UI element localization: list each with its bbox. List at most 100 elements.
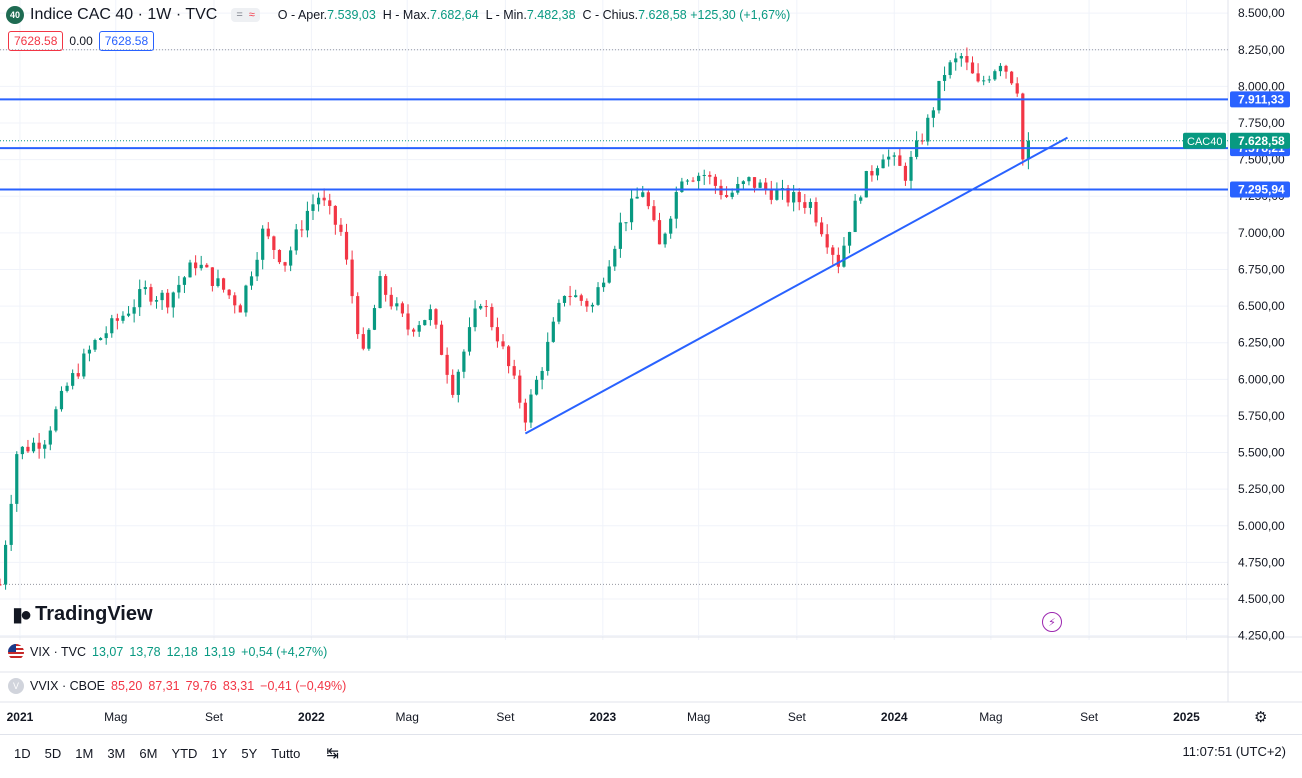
candle-body: [87, 349, 92, 354]
date-range-icon[interactable]: ↹: [326, 745, 339, 762]
y-tick-label: 5.000,00: [1238, 519, 1285, 533]
candle-body: [892, 155, 896, 157]
subchart-open: 13,07: [92, 645, 124, 659]
candle-body: [138, 289, 142, 308]
bottom-toolbar: 1D 5D 1M 3M 6M YTD 1Y 5Y Tutto ↹ 11:07:5…: [0, 734, 1302, 771]
candle-body: [942, 75, 947, 81]
candle-body: [361, 334, 365, 349]
x-tick-label: Set: [205, 710, 224, 724]
candle-body: [875, 168, 880, 176]
range-1d-button[interactable]: 1D: [14, 745, 31, 761]
us-flag-icon: [8, 644, 24, 660]
candle-body: [657, 220, 662, 245]
candle-body: [26, 446, 30, 452]
range-ytd-button[interactable]: YTD: [171, 745, 198, 761]
level-price-tag: [1230, 91, 1290, 108]
candle-body: [495, 327, 500, 342]
symbol-logo-icon: 40: [6, 6, 24, 24]
range-all-button[interactable]: Tutto: [271, 745, 301, 761]
candle-body: [154, 300, 159, 302]
range-5y-button[interactable]: 5Y: [241, 745, 258, 761]
change-value: +125,30 (+1,67%): [690, 8, 791, 22]
candle-body: [624, 222, 628, 224]
tradingview-logo[interactable]: ▮● TradingView: [12, 602, 153, 627]
x-tick-label: 2021: [7, 710, 34, 724]
high-value: 7.682,64: [430, 8, 479, 22]
candle-body: [300, 229, 304, 231]
candle-body: [356, 296, 360, 335]
subchart-open: 85,20: [111, 679, 143, 693]
candle-body: [629, 198, 634, 223]
candle-body: [736, 184, 740, 193]
candle-body: [395, 303, 399, 307]
x-tick-label: Mag: [396, 710, 419, 724]
range-6m-button[interactable]: 6M: [139, 745, 158, 761]
candle-body: [445, 354, 449, 375]
candle-body: [378, 276, 382, 309]
candle-body: [652, 206, 656, 221]
candle-body: [741, 181, 745, 185]
candle-body: [132, 307, 136, 314]
candle-body: [808, 201, 813, 208]
candle-body: [909, 156, 913, 181]
candle-body: [322, 197, 326, 201]
candle-body: [244, 285, 248, 313]
candle-body: [423, 320, 427, 326]
range-1y-button[interactable]: 1Y: [211, 745, 228, 761]
subchart-change: +0,54 (+4,27%): [241, 645, 328, 659]
subchart-vix[interactable]: VIX · TVC 13,07 13,78 12,18 13,19 +0,54 …: [8, 640, 327, 664]
candle-body: [903, 165, 908, 181]
candle-body: [210, 267, 214, 286]
candle-body: [339, 224, 343, 232]
y-tick-label: 6.750,00: [1238, 262, 1285, 276]
candle-body: [702, 174, 706, 176]
candle-body: [367, 329, 371, 349]
candle-body: [110, 318, 114, 334]
candle-body: [551, 321, 555, 342]
candle-body: [400, 303, 405, 314]
candle-body: [99, 338, 103, 341]
last-price-tag: [1230, 132, 1290, 149]
lightning-icon[interactable]: ⚡: [1042, 612, 1062, 632]
candle-body: [814, 201, 818, 223]
range-3m-button[interactable]: 3M: [107, 745, 126, 761]
y-tick-label: 6.250,00: [1238, 336, 1285, 350]
candle-body: [920, 140, 924, 142]
candle-body: [769, 188, 773, 200]
close-label: Chius.: [602, 8, 639, 22]
close-key: C: [582, 8, 592, 22]
candle-body: [685, 180, 690, 182]
equals-icon: =: [236, 9, 243, 21]
candle-body: [646, 192, 650, 207]
symbol-title[interactable]: Indice CAC 40 · 1W · TVC: [30, 6, 218, 23]
subchart-close: 13,19: [203, 645, 236, 659]
candle-body: [752, 177, 757, 188]
candle-body: [747, 177, 751, 182]
candle-body: [389, 294, 393, 307]
subchart-vvix[interactable]: V VVIX · CBOE 85,20 87,31 79,76 83,31 −0…: [8, 674, 346, 698]
subchart-change: −0,41 (−0,49%): [260, 679, 347, 693]
candle-body: [289, 250, 293, 266]
candle-body: [305, 210, 309, 231]
candle-body: [194, 262, 198, 269]
gear-icon[interactable]: ⚙: [1254, 709, 1268, 726]
candle-body: [691, 180, 695, 182]
candle-body: [15, 454, 19, 504]
candle-body: [261, 228, 265, 260]
compare-pill[interactable]: = ≈: [231, 8, 260, 22]
candle-body: [512, 366, 516, 376]
candle-body: [411, 329, 416, 332]
candle-body: [529, 394, 533, 423]
candle-body: [71, 373, 75, 386]
clock[interactable]: 11:07:51 (UTC+2): [1182, 744, 1286, 759]
range-5d-button[interactable]: 5D: [44, 745, 62, 761]
sell-button[interactable]: 7628.58: [8, 31, 64, 51]
candle-body: [540, 370, 544, 380]
buy-button[interactable]: 7628.58: [98, 31, 155, 51]
range-1m-button[interactable]: 1M: [75, 745, 94, 761]
y-tick-label: 4.250,00: [1238, 629, 1285, 643]
candle-body: [825, 234, 829, 248]
candle-body: [93, 340, 97, 350]
